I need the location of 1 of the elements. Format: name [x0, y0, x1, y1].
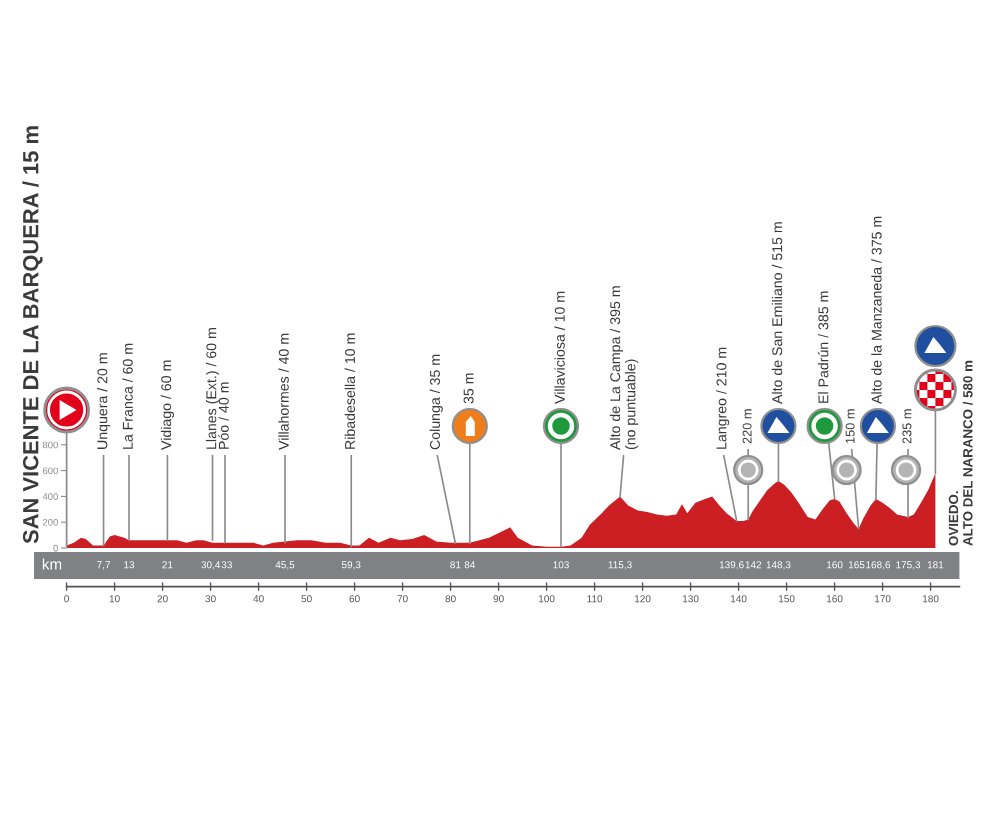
- text: SAN VICENTE DE LA BARQUERA / 15 m: [22, 126, 43, 544]
